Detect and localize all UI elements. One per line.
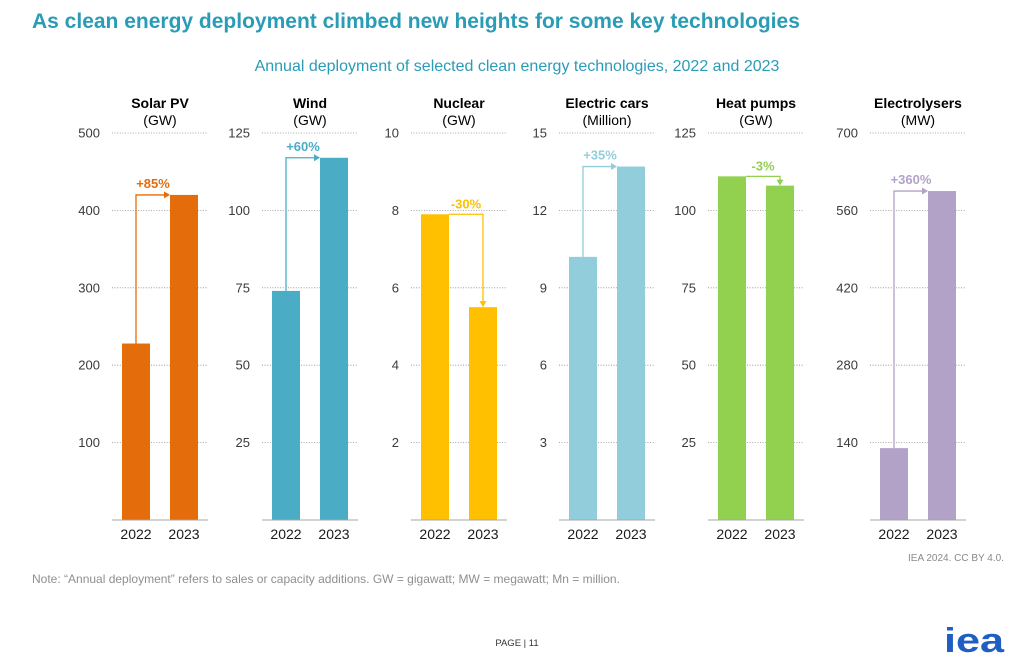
x-tick-label: 2022 xyxy=(120,526,151,542)
y-tick-label: 10 xyxy=(385,126,399,141)
change-label: +360% xyxy=(891,172,932,187)
panel-title: Electrolysers xyxy=(874,95,962,111)
change-arrowhead xyxy=(922,187,928,195)
y-tick-label: 50 xyxy=(682,358,696,373)
x-tick-label: 2023 xyxy=(615,526,646,542)
change-arrowhead xyxy=(611,163,617,171)
y-tick-label: 100 xyxy=(674,203,696,218)
x-tick-label: 2023 xyxy=(318,526,349,542)
y-tick-label: 700 xyxy=(836,126,858,141)
panel-title: Heat pumps xyxy=(716,95,796,111)
slide-title: As clean energy deployment climbed new h… xyxy=(32,10,800,33)
change-label: +60% xyxy=(286,139,320,154)
bar-2023 xyxy=(469,307,497,520)
bar-2022 xyxy=(272,290,300,520)
panel-unit: (GW) xyxy=(442,112,475,128)
bar-2022 xyxy=(122,343,150,520)
y-tick-label: 75 xyxy=(682,280,696,295)
x-tick-label: 2022 xyxy=(270,526,301,542)
y-tick-label: 125 xyxy=(228,126,250,141)
x-tick-label: 2023 xyxy=(926,526,957,542)
change-arrowhead xyxy=(164,191,170,199)
change-arrow-line xyxy=(449,213,484,303)
change-arrow-line xyxy=(135,194,165,344)
y-tick-label: 6 xyxy=(392,280,399,295)
y-tick-label: 200 xyxy=(78,358,100,373)
y-tick-label: 25 xyxy=(236,435,250,450)
y-tick-label: 50 xyxy=(236,358,250,373)
bar-2022 xyxy=(421,214,449,520)
y-tick-label: 500 xyxy=(78,126,100,141)
chart-panel-heat-pumps: Heat pumps(GW) 25 50 75 100 125 2022 2023 -3% xyxy=(674,95,804,542)
bar-2022 xyxy=(718,176,746,520)
y-tick-label: 12 xyxy=(533,203,547,218)
y-tick-label: 75 xyxy=(236,280,250,295)
panel-unit: (GW) xyxy=(293,112,326,128)
x-tick-label: 2022 xyxy=(567,526,598,542)
y-tick-label: 420 xyxy=(836,280,858,295)
y-tick-label: 400 xyxy=(78,203,100,218)
source-credit: IEA 2024. CC BY 4.0. xyxy=(908,553,1004,564)
chart-panel-electric-cars: Electric cars(Million) 3 6 9 12 15 2022 2023 +35… xyxy=(533,95,655,542)
y-tick-label: 8 xyxy=(392,203,399,218)
bar-2023 xyxy=(170,194,198,521)
change-label: -30% xyxy=(451,196,482,211)
panel-title: Wind xyxy=(293,95,327,111)
footnote: Note: “Annual deployment” refers to sale… xyxy=(32,572,620,586)
bar-2023 xyxy=(617,166,645,521)
x-tick-label: 2022 xyxy=(419,526,450,542)
chart-subtitle: Annual deployment of selected clean ener… xyxy=(255,58,780,75)
panel-unit: (Million) xyxy=(583,112,632,128)
y-tick-label: 100 xyxy=(228,203,250,218)
change-arrowhead xyxy=(479,301,487,308)
y-tick-label: 560 xyxy=(836,203,858,218)
change-arrowhead xyxy=(776,179,784,186)
y-tick-label: 125 xyxy=(674,126,696,141)
bar-2022 xyxy=(880,448,908,520)
change-arrow-line xyxy=(582,165,612,257)
bar-2022 xyxy=(569,256,597,520)
change-label: +85% xyxy=(136,176,170,191)
change-label: -3% xyxy=(751,158,775,173)
panel-unit: (GW) xyxy=(739,112,772,128)
change-arrow-line xyxy=(893,190,923,449)
bar-2023 xyxy=(320,157,348,520)
change-arrow-line xyxy=(746,175,781,181)
y-tick-label: 4 xyxy=(392,358,399,373)
iea-logo: iea xyxy=(944,622,1005,660)
y-tick-label: 6 xyxy=(540,358,547,373)
y-tick-label: 3 xyxy=(540,435,547,450)
bar-2023 xyxy=(928,191,956,521)
change-arrow-line xyxy=(285,157,315,291)
x-tick-label: 2023 xyxy=(467,526,498,542)
y-tick-label: 9 xyxy=(540,280,547,295)
y-tick-label: 25 xyxy=(682,435,696,450)
chart-panel-solar-pv: Solar PV(GW) 100 200 300 400 500 2022 2023 +85% xyxy=(78,95,208,542)
y-tick-label: 280 xyxy=(836,358,858,373)
change-label: +35% xyxy=(583,148,617,163)
chart-panel-wind: Wind(GW) 25 50 75 100 125 2022 2023 +60% xyxy=(228,95,358,542)
chart-panel-electrolysers: Electrolysers(MW) 140 280 420 560 700 2022 2023… xyxy=(836,95,966,542)
panel-title: Nuclear xyxy=(433,95,485,111)
y-tick-label: 300 xyxy=(78,280,100,295)
y-tick-label: 140 xyxy=(836,435,858,450)
y-tick-label: 100 xyxy=(78,435,100,450)
x-tick-label: 2022 xyxy=(716,526,747,542)
y-tick-label: 15 xyxy=(533,126,547,141)
x-tick-label: 2022 xyxy=(878,526,909,542)
page-number: PAGE | 11 xyxy=(495,638,538,649)
chart-panel-nuclear: Nuclear(GW) 2 4 6 8 10 2022 2023 -30% xyxy=(385,95,507,542)
x-tick-label: 2023 xyxy=(764,526,795,542)
panel-title: Electric cars xyxy=(565,95,648,111)
bar-2023 xyxy=(766,185,794,520)
change-arrowhead xyxy=(314,154,320,162)
x-tick-label: 2023 xyxy=(168,526,199,542)
panel-title: Solar PV xyxy=(131,95,189,111)
panel-unit: (GW) xyxy=(143,112,176,128)
y-tick-label: 2 xyxy=(392,435,399,450)
panel-unit: (MW) xyxy=(901,112,935,128)
